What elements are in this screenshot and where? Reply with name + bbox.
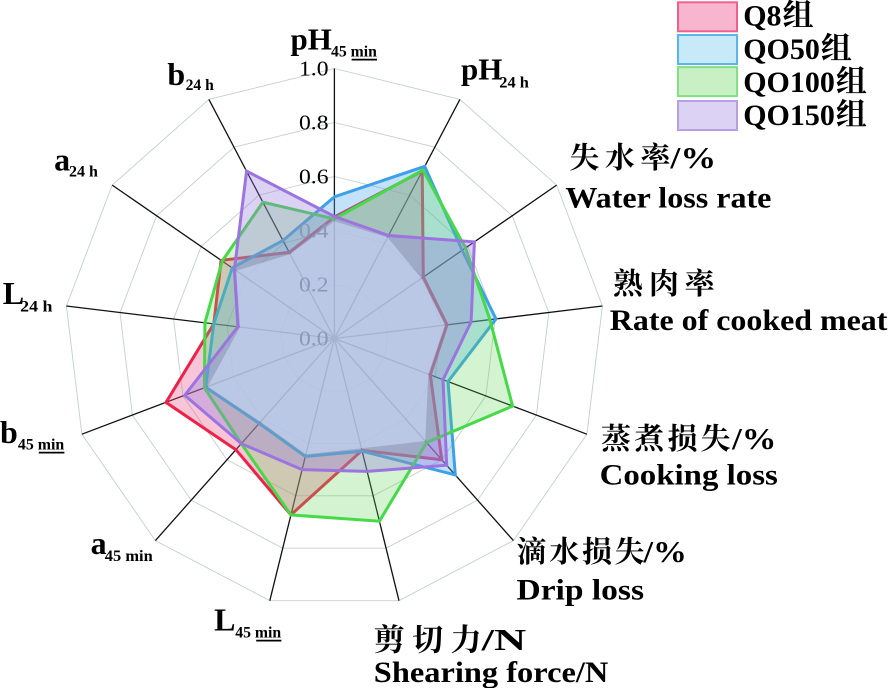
svg-text:45 min: 45 min [235,624,281,641]
svg-text:b: b [0,414,18,450]
svg-text:0.0: 0.0 [299,326,329,350]
svg-text:Cooking loss: Cooking loss [600,458,778,491]
svg-text:24 h: 24 h [69,163,98,180]
svg-text:0.6: 0.6 [299,164,329,188]
svg-text:24 h: 24 h [499,74,529,91]
svg-text:Rate of cooked meat: Rate of cooked meat [610,304,888,337]
svg-text:/%: /% [731,421,776,456]
svg-text:/N: /N [480,622,526,657]
svg-text:QO150: QO150 [743,99,835,132]
svg-text:0.2: 0.2 [299,272,329,296]
svg-text:24 h: 24 h [20,298,52,315]
svg-text:24 h: 24 h [186,77,214,94]
svg-text:Water loss rate: Water loss rate [565,181,771,214]
svg-text:a: a [54,141,70,177]
svg-text:45 min: 45 min [18,436,64,453]
svg-text:QO50: QO50 [743,33,820,66]
svg-text:Q8: Q8 [743,0,781,33]
svg-text:QO100: QO100 [743,66,835,99]
svg-text:b: b [167,56,185,92]
svg-text:0.4: 0.4 [299,218,329,242]
svg-text:pH: pH [461,51,502,86]
svg-text:0.8: 0.8 [299,110,329,134]
svg-text:45 min: 45 min [105,548,153,565]
svg-text:/%: /% [643,534,687,569]
svg-text:a: a [91,525,107,561]
svg-text:Drip loss: Drip loss [517,574,645,607]
svg-text:45 min: 45 min [331,43,377,60]
svg-text:Shearing force/N: Shearing force/N [374,656,609,688]
svg-text:L: L [3,275,24,311]
svg-text:L: L [214,602,235,638]
svg-text:/%: /% [669,140,716,175]
svg-text:1.0: 1.0 [299,56,329,80]
svg-text:pH: pH [291,22,332,57]
